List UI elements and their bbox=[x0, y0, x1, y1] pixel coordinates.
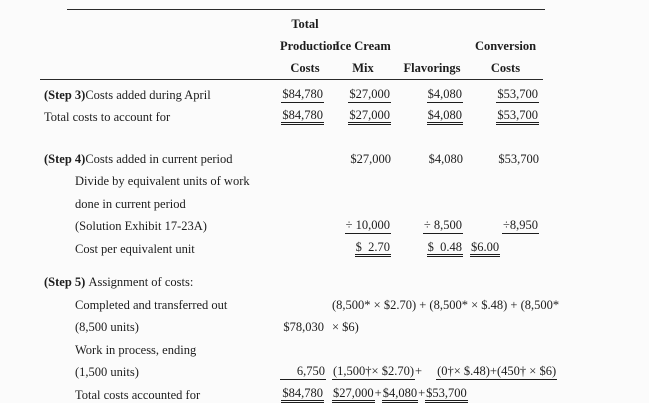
label-step4-costs-added: (Step 4)Costs added in current period bbox=[44, 151, 233, 166]
row-divide-line1: Divide by equivalent units of work bbox=[40, 167, 543, 190]
label-completed-units: (8,500 units) bbox=[75, 320, 139, 334]
formula-wip-flavorings-conversion: (0†× $.48)+(450† × $6) bbox=[436, 364, 558, 380]
label-solution-exhibit: (Solution Exhibit 17-23A) bbox=[75, 219, 207, 233]
row-total-accounted-for: Total costs accounted for $84,780 $27,00… bbox=[40, 380, 543, 403]
row-completed-units: (8,500 units) $78,030 × $6) bbox=[40, 313, 543, 336]
step5-token: (Step 5) bbox=[44, 275, 86, 289]
header-flavorings: Flavorings bbox=[396, 54, 468, 80]
label-completed-transferred-out: Completed and transferred out bbox=[75, 297, 228, 312]
label-divide-line1: Divide by equivalent units of work bbox=[75, 174, 250, 188]
spacer-row bbox=[40, 257, 543, 268]
header-costs-1: Costs bbox=[280, 54, 330, 80]
value-flavorings-equivalent-units: ÷ 8,500 bbox=[422, 218, 463, 234]
value-flavorings-costs-april: $4,080 bbox=[426, 86, 463, 103]
header-row-3: Costs Mix Flavorings Costs bbox=[40, 54, 543, 80]
formula-wip-plus: + bbox=[415, 364, 423, 378]
header-row-2: Production Ice Cream Conversion bbox=[40, 32, 543, 54]
label-wip-units: (1,500 units) bbox=[75, 365, 139, 379]
header-conversion: Conversion bbox=[474, 39, 537, 53]
header-row-1: Total bbox=[40, 10, 543, 32]
row-total-to-account-for: Total costs to account for $84,780 $27,0… bbox=[40, 103, 543, 125]
value-mix-cost-per-unit: $ 2.70 bbox=[330, 234, 396, 257]
value-completed-total: $78,030 bbox=[283, 320, 324, 334]
header-production: Production bbox=[280, 39, 340, 53]
formula-wip: (1,500†× $2.70)+ (0†× $.48)+(450† × $6) bbox=[330, 358, 558, 380]
formula-wip-mix: (1,500†× $2.70) bbox=[332, 364, 415, 380]
header-empty bbox=[40, 10, 280, 32]
value-mix-to-account: $27,000 bbox=[330, 103, 396, 125]
label-total-to-account-for: Total costs to account for bbox=[44, 110, 171, 124]
label-divide-line2: done in current period bbox=[75, 196, 186, 211]
value-mix-accounted: $27,000 bbox=[332, 386, 375, 403]
label-step3-costs-added: (Step 3)Costs added during April bbox=[44, 87, 211, 102]
value-flavorings-to-account: $4,080 bbox=[396, 103, 468, 125]
label-total-accounted-for: Total costs accounted for bbox=[75, 387, 201, 402]
value-flavorings-accounted: $4,080 bbox=[381, 386, 419, 403]
document-page: Total Production Ice Cream Conversion Co… bbox=[40, 0, 649, 403]
row-step4-costs-added: (Step 4)Costs added in current period $2… bbox=[40, 144, 543, 167]
row-step3-costs-added: (Step 3)Costs added during April $84,780… bbox=[40, 80, 543, 103]
row-completed-transferred-out: Completed and transferred out (8,500* × … bbox=[40, 290, 560, 313]
value-total-accounted: $84,780 bbox=[280, 380, 330, 403]
value-conversion-to-account: $53,700 bbox=[468, 103, 543, 125]
label-wip-ending: Work in process, ending bbox=[75, 342, 197, 357]
table-top-rule bbox=[67, 9, 545, 10]
row-divide-line2: done in current period bbox=[40, 189, 543, 212]
value-wip-total: 6,750 bbox=[280, 358, 330, 380]
row-wip-units: (1,500 units) 6,750 (1,500†× $2.70)+ (0†×… bbox=[40, 358, 558, 380]
value-mix-equivalent-units: ÷ 10,000 bbox=[344, 218, 391, 234]
header-ice-cream: Ice Cream bbox=[335, 39, 391, 53]
value-mix-costs-april: $27,000 bbox=[348, 86, 391, 103]
cost-assignment-table: Total Production Ice Cream Conversion Co… bbox=[40, 10, 560, 403]
value-conversion-equivalent-units: ÷8,950 bbox=[502, 218, 539, 234]
value-flavorings-current-period: $4,080 bbox=[428, 151, 463, 166]
row-cost-per-equivalent-unit: Cost per equivalent unit $ 2.70 $ 0.48 $… bbox=[40, 234, 543, 257]
step4-token: (Step 4) bbox=[44, 151, 86, 166]
label-cost-per-equivalent-unit: Cost per equivalent unit bbox=[75, 241, 195, 256]
row-solution-exhibit: (Solution Exhibit 17-23A) ÷ 10,000 ÷ 8,5… bbox=[40, 212, 543, 234]
value-total-to-account: $84,780 bbox=[280, 103, 330, 125]
row-step5-assignment: (Step 5) Assignment of costs: bbox=[40, 268, 543, 291]
spacer-row bbox=[40, 125, 543, 144]
header-costs-2: Costs bbox=[468, 54, 543, 80]
header-total: Total bbox=[291, 17, 319, 31]
value-conversion-accounted: $53,700 bbox=[425, 386, 468, 403]
value-mix-current-period: $27,000 bbox=[350, 151, 391, 166]
formula-completed-line2: × $6) bbox=[332, 320, 359, 334]
value-total-costs-april: $84,780 bbox=[281, 86, 324, 103]
row-wip-ending: Work in process, ending bbox=[40, 335, 543, 358]
formula-total-accounted: $27,000+$4,080+$53,700 bbox=[330, 380, 543, 403]
value-conversion-current-period: $53,700 bbox=[498, 151, 539, 166]
value-flavorings-cost-per-unit: $ 0.48 bbox=[396, 234, 468, 257]
formula-completed-line1: (8,500* × $2.70) + (8,500* × $.48) + (8,… bbox=[332, 297, 560, 312]
step3-token: (Step 3) bbox=[44, 87, 86, 102]
header-mix: Mix bbox=[330, 54, 396, 80]
value-conversion-costs-april: $53,700 bbox=[496, 86, 539, 103]
label-step5-assignment: (Step 5) Assignment of costs: bbox=[44, 275, 194, 289]
value-conversion-cost-per-unit: $6.00 bbox=[468, 234, 543, 257]
